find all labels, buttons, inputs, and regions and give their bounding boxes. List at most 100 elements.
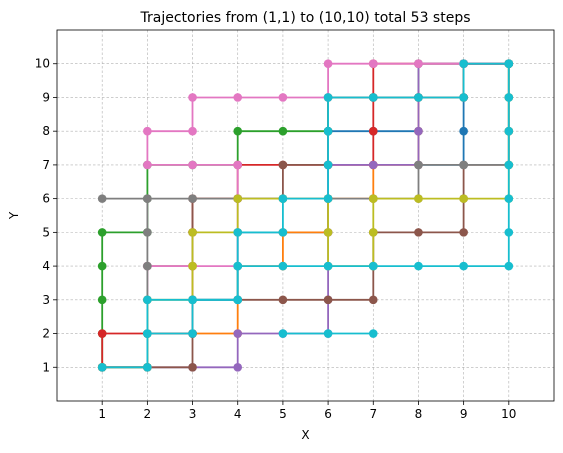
trajectory-point [233, 329, 242, 338]
trajectory-point [324, 228, 333, 237]
y-tick-label: 1 [42, 360, 50, 374]
trajectory-point [505, 93, 514, 102]
trajectory-point [324, 296, 333, 305]
trajectory-point [369, 262, 378, 271]
trajectory-point [233, 161, 242, 170]
trajectory-point [98, 329, 107, 338]
trajectory-point [459, 161, 468, 170]
y-axis-label: Y [7, 211, 21, 220]
trajectory-point [459, 127, 468, 136]
trajectory-point [369, 93, 378, 102]
chart-title: Trajectories from (1,1) to (10,10) total… [139, 10, 470, 26]
trajectory-point [414, 59, 423, 68]
trajectory-point [414, 262, 423, 271]
trajectory-point [324, 262, 333, 271]
trajectory-point [233, 127, 242, 136]
y-tick-label: 9 [42, 90, 50, 104]
trajectory-point [459, 228, 468, 237]
trajectory-point [414, 93, 423, 102]
trajectory-point [279, 228, 288, 237]
trajectory-point [505, 262, 514, 271]
y-tick-label: 3 [42, 293, 50, 307]
x-tick-label: 7 [369, 407, 377, 421]
trajectory-point [414, 194, 423, 203]
x-tick-label: 2 [144, 407, 152, 421]
trajectory-point [459, 59, 468, 68]
trajectory-point [369, 161, 378, 170]
trajectory-point [188, 228, 197, 237]
y-tick-label: 5 [42, 225, 50, 239]
trajectory-point [143, 363, 152, 372]
trajectory-point [279, 127, 288, 136]
trajectory-point [279, 329, 288, 338]
trajectory-point [233, 194, 242, 203]
trajectory-point [233, 228, 242, 237]
trajectory-point [324, 194, 333, 203]
x-tick-label: 9 [460, 407, 468, 421]
trajectory-point [188, 296, 197, 305]
trajectory-point [188, 363, 197, 372]
trajectory-point [324, 329, 333, 338]
trajectory-point [279, 194, 288, 203]
trajectory-point [369, 228, 378, 237]
trajectory-point [188, 127, 197, 136]
trajectory-point [459, 93, 468, 102]
trajectory-point [98, 262, 107, 271]
trajectory-point [143, 228, 152, 237]
trajectory-point [279, 262, 288, 271]
trajectory-point [369, 127, 378, 136]
trajectory-point [188, 161, 197, 170]
trajectory-point [98, 363, 107, 372]
x-tick-label: 10 [501, 407, 516, 421]
trajectory-point [459, 194, 468, 203]
y-tick-label: 8 [42, 124, 50, 138]
trajectory-point [279, 93, 288, 102]
trajectory-point [505, 228, 514, 237]
trajectory-point [233, 296, 242, 305]
y-tick-label: 2 [42, 327, 50, 341]
x-tick-label: 5 [279, 407, 287, 421]
x-tick-label: 6 [324, 407, 332, 421]
trajectory-point [414, 161, 423, 170]
trajectory-point [143, 296, 152, 305]
trajectory-point [414, 127, 423, 136]
trajectory-point [188, 329, 197, 338]
trajectory-point [98, 194, 107, 203]
trajectory-point [98, 228, 107, 237]
trajectory-point [233, 262, 242, 271]
trajectory-point [233, 93, 242, 102]
trajectory-point [188, 93, 197, 102]
trajectory-point [143, 127, 152, 136]
trajectory-point [324, 93, 333, 102]
trajectory-point [279, 161, 288, 170]
trajectory-point [143, 262, 152, 271]
x-tick-label: 1 [98, 407, 106, 421]
trajectory-point [369, 194, 378, 203]
trajectory-point [324, 59, 333, 68]
trajectory-point [233, 363, 242, 372]
y-tick-label: 4 [42, 259, 50, 273]
x-axis-label: X [301, 428, 309, 442]
trajectory-point [505, 59, 514, 68]
trajectory-point [279, 296, 288, 305]
trajectory-point [143, 329, 152, 338]
trajectory-point [459, 262, 468, 271]
x-tick-label: 8 [415, 407, 423, 421]
y-tick-label: 6 [42, 192, 50, 206]
trajectory-point [324, 161, 333, 170]
trajectory-point [414, 228, 423, 237]
trajectory-point [324, 127, 333, 136]
trajectory-point [188, 262, 197, 271]
x-tick-label: 4 [234, 407, 242, 421]
y-tick-label: 10 [35, 57, 50, 71]
trajectory-point [188, 194, 197, 203]
trajectory-point [369, 59, 378, 68]
trajectory-point [98, 296, 107, 305]
trajectory-point [143, 194, 152, 203]
trajectory-point [369, 329, 378, 338]
trajectory-point [505, 161, 514, 170]
trajectory-point [505, 127, 514, 136]
x-tick-label: 3 [189, 407, 197, 421]
trajectory-point [143, 161, 152, 170]
